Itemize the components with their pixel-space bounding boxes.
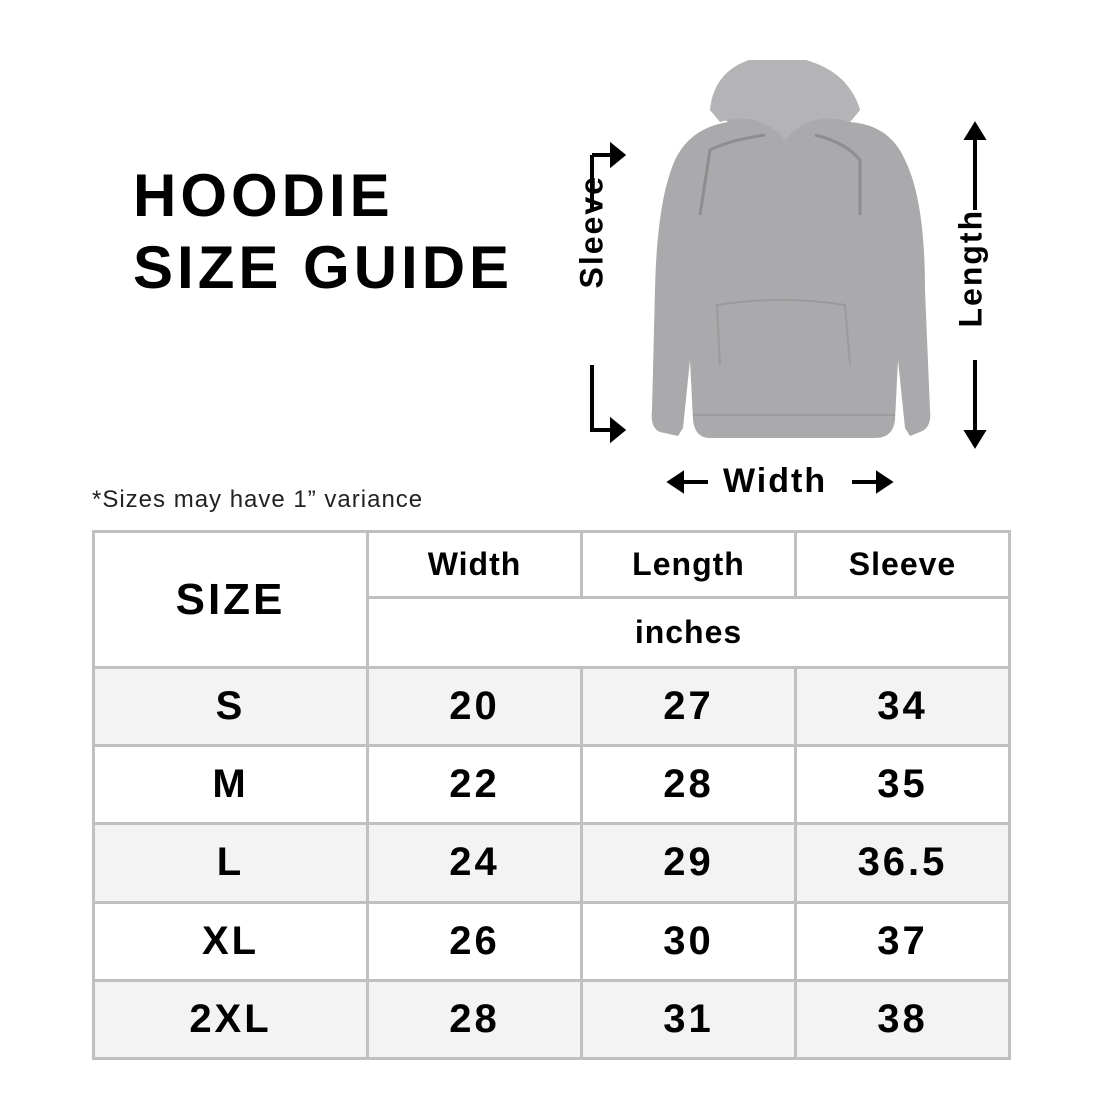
width-cell: 26 (366, 900, 583, 982)
length-label: Length (952, 208, 989, 328)
size-cell: XL (92, 900, 369, 982)
column-header-sleeve: Sleeve (794, 530, 1011, 599)
table-row: S 20 27 34 (92, 665, 1011, 748)
width-cell: 22 (366, 744, 583, 826)
column-header-length: Length (580, 530, 797, 599)
width-cell: 20 (366, 665, 583, 748)
width-arrow-icon (666, 470, 894, 494)
size-cell: L (92, 822, 369, 904)
unit-header: inches (366, 596, 1011, 669)
table-row: M 22 28 35 (92, 744, 1011, 826)
width-label: Width (723, 462, 828, 500)
sleeve-cell: 38 (794, 978, 1011, 1061)
sleeve-label: Sleeve (573, 175, 610, 289)
page-title: HOODIE SIZE GUIDE (133, 160, 513, 304)
size-table: SIZE Width Length Sleeve inches S 20 27 34 … (92, 530, 1011, 1061)
hoodie-diagram: Sleeve Length Width (560, 55, 1000, 510)
sleeve-cell: 34 (794, 665, 1011, 748)
table-row: 2XL 28 31 38 (92, 978, 1011, 1061)
sleeve-cell: 36.5 (794, 822, 1011, 904)
width-cell: 28 (366, 978, 583, 1061)
title-line-1: HOODIE (133, 162, 394, 229)
size-cell: M (92, 744, 369, 826)
length-cell: 27 (580, 665, 797, 748)
variance-note: *Sizes may have 1” variance (92, 486, 424, 513)
size-cell: 2XL (92, 978, 369, 1061)
column-header-width: Width (366, 530, 583, 599)
size-header: SIZE (92, 530, 369, 669)
sleeve-cell: 37 (794, 900, 1011, 982)
length-cell: 29 (580, 822, 797, 904)
table-row: XL 26 30 37 (92, 900, 1011, 982)
length-cell: 30 (580, 900, 797, 982)
size-cell: S (92, 665, 369, 748)
length-cell: 31 (580, 978, 797, 1061)
width-cell: 24 (366, 822, 583, 904)
hoodie-illustration (590, 55, 987, 494)
length-cell: 28 (580, 744, 797, 826)
hoodie-shape (651, 55, 931, 438)
title-line-2: SIZE GUIDE (133, 234, 514, 301)
length-arrow-icon (963, 121, 987, 449)
sleeve-arrow-icon (590, 141, 627, 444)
table-row: L 24 29 36.5 (92, 822, 1011, 904)
sleeve-cell: 35 (794, 744, 1011, 826)
